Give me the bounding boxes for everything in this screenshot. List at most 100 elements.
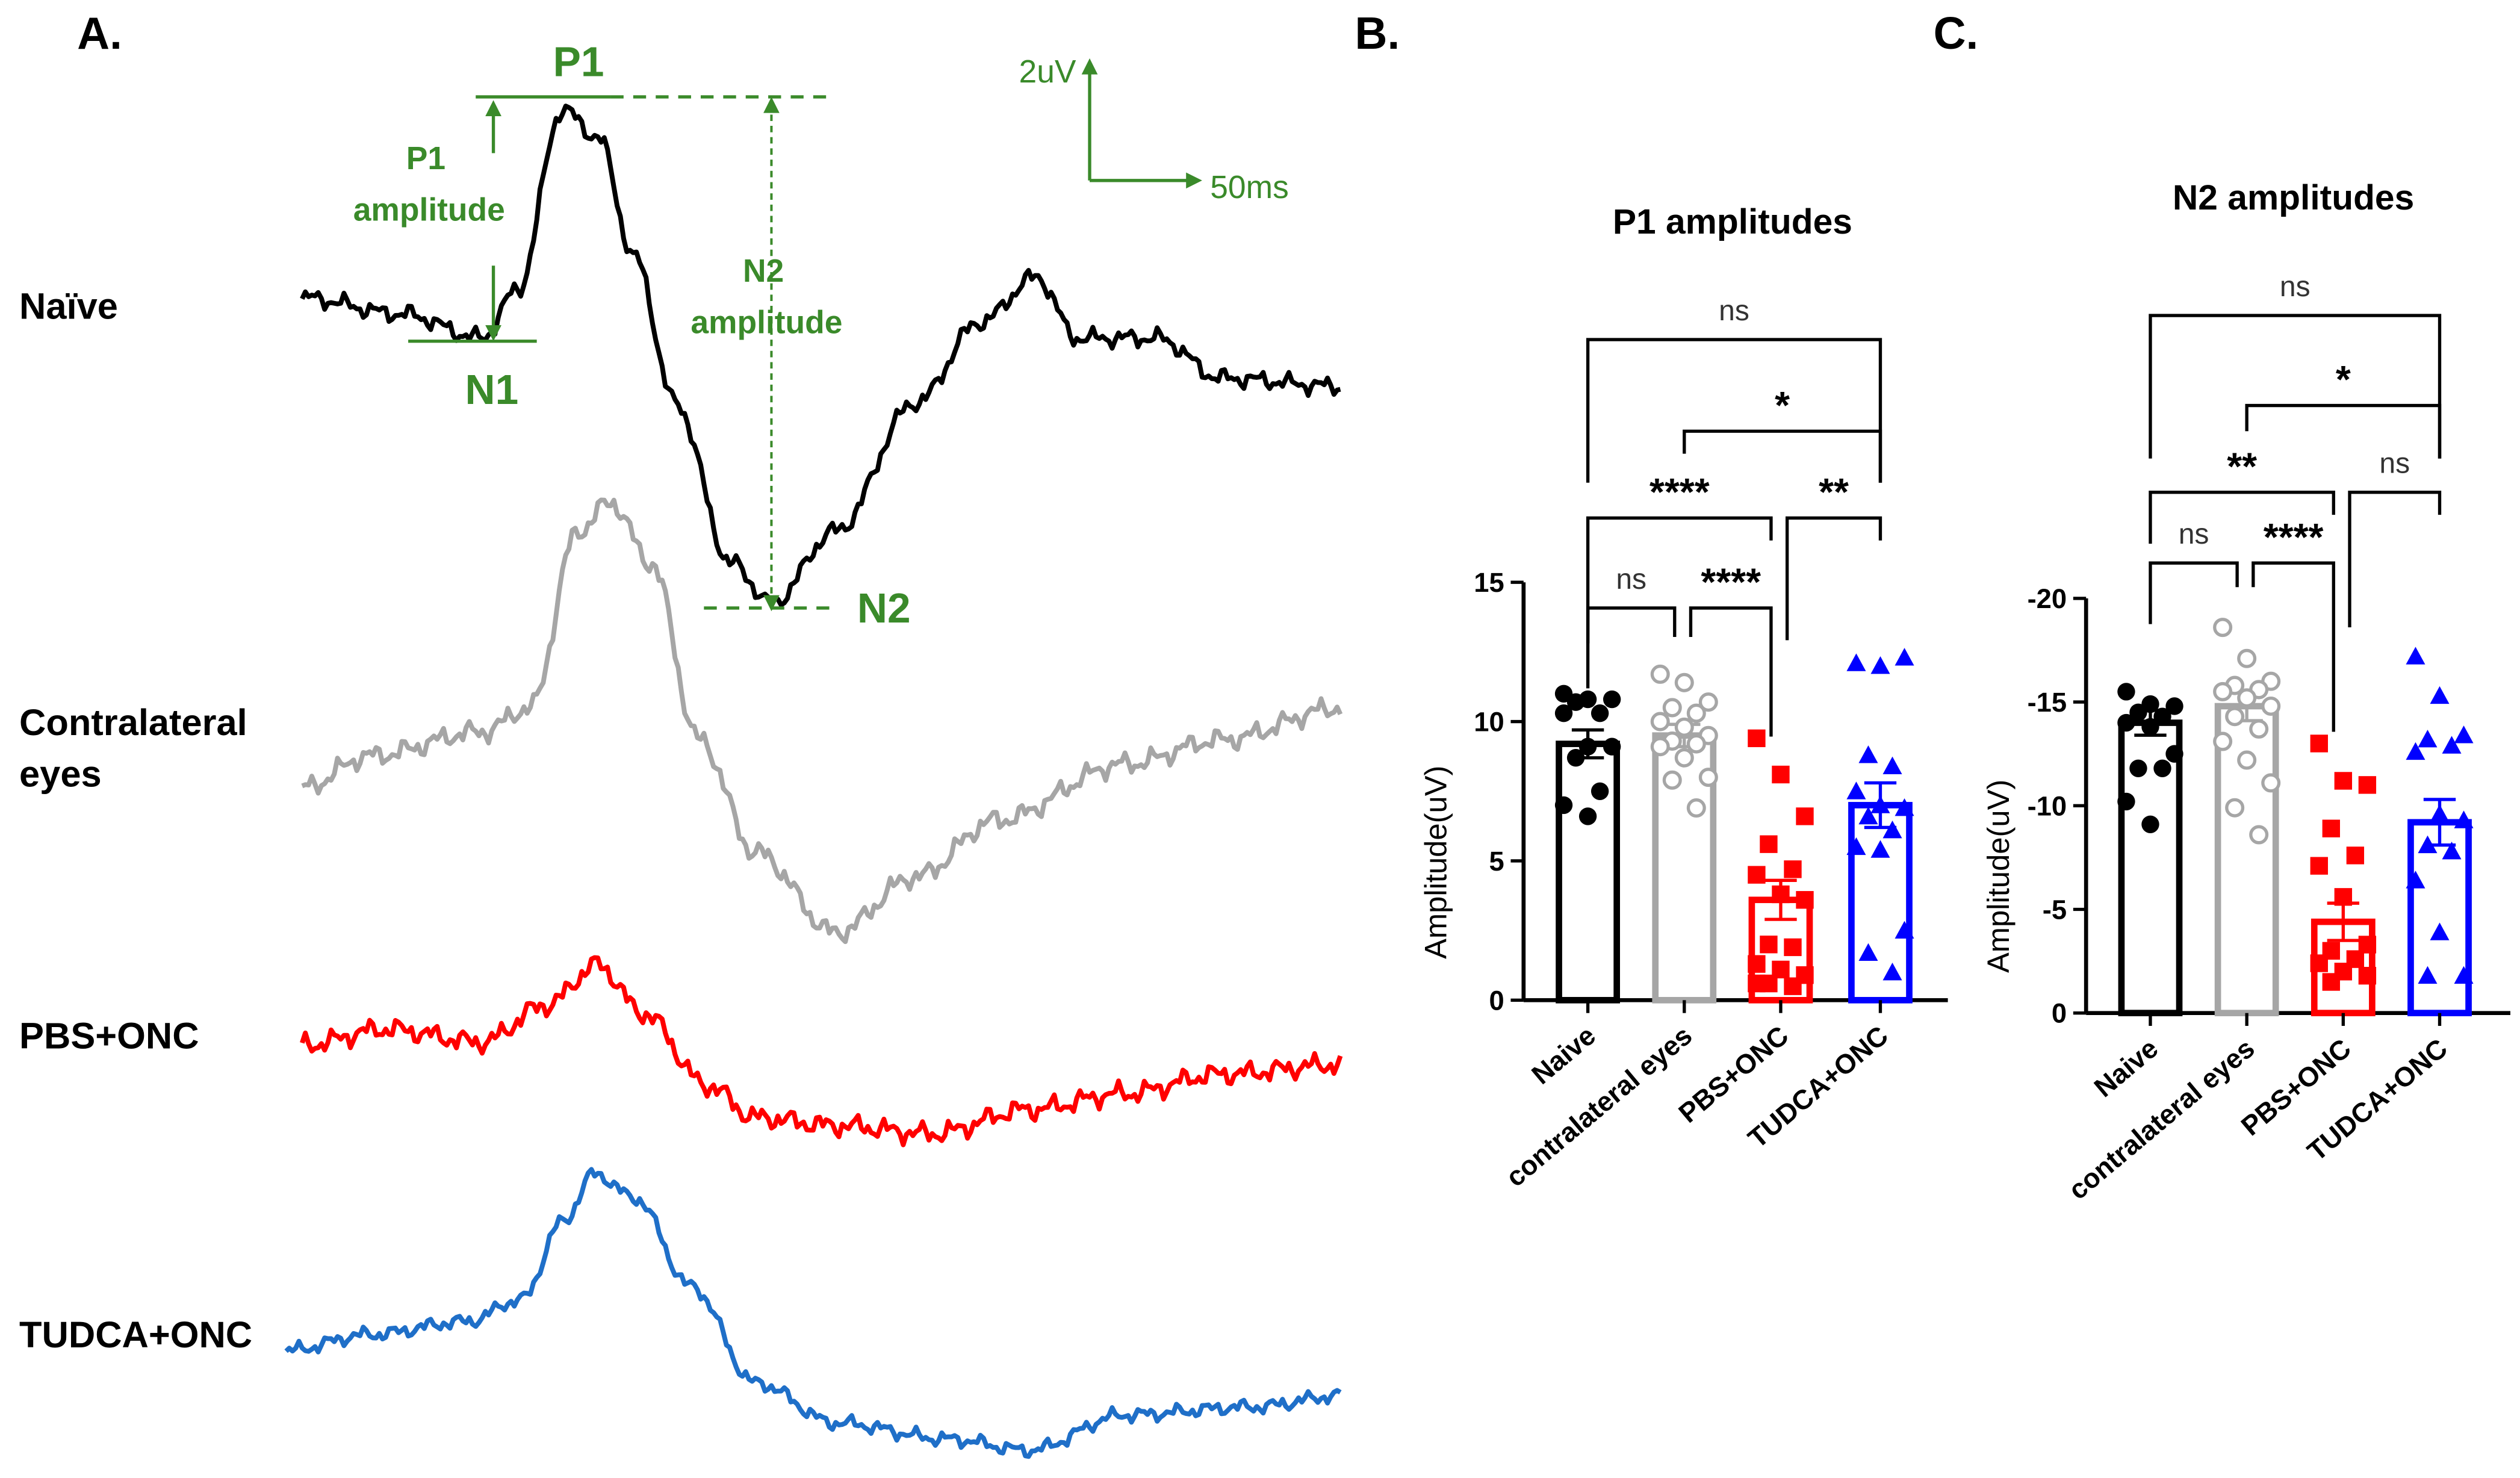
data-point <box>1686 798 1706 818</box>
data-point <box>2334 772 2353 790</box>
significance-bracket <box>2348 491 2442 627</box>
data-point <box>1650 664 1670 684</box>
x-tick-label: Naive <box>2088 1032 2164 1103</box>
significance-label: **** <box>1649 470 1710 514</box>
bar <box>1556 741 1621 1004</box>
n2-label: N2 <box>857 585 911 632</box>
data-point <box>2213 682 2233 701</box>
y-tick-label: 15 <box>1474 567 1504 598</box>
trace-contralateral <box>301 497 1343 945</box>
data-point <box>2454 966 2474 984</box>
data-point <box>1698 768 1718 787</box>
significance-label: ns <box>1616 564 1646 595</box>
data-point <box>2117 792 2135 811</box>
data-point <box>1650 737 1670 757</box>
data-point <box>2153 759 2171 777</box>
data-point <box>1858 806 1878 825</box>
data-point <box>1772 765 1790 784</box>
data-point <box>2261 696 2281 716</box>
data-point <box>2310 954 2328 972</box>
y-tick-label: 5 <box>1489 846 1504 877</box>
annotation-arrowheads <box>485 58 1202 612</box>
bar <box>1848 802 1913 1004</box>
significance-bracket <box>2149 314 2442 459</box>
data-point <box>1748 729 1766 748</box>
data-point <box>2165 745 2183 763</box>
data-point <box>2117 713 2135 732</box>
trace-label-tudca: TUDCA+ONC <box>19 1314 252 1356</box>
data-point <box>2406 742 2425 760</box>
data-point <box>1895 921 1914 939</box>
data-point <box>1870 840 1890 858</box>
data-point <box>2310 734 2328 753</box>
significance-bracket <box>2149 561 2239 624</box>
data-point <box>2141 718 2159 736</box>
data-point <box>1846 837 1866 855</box>
data-point <box>2454 725 2474 744</box>
data-point <box>1772 885 1790 904</box>
trace-label-naive: Naïve <box>19 285 118 327</box>
data-point <box>1784 938 1802 957</box>
data-point <box>1796 891 1814 909</box>
chart-title: P1 amplitudes <box>1613 202 1852 241</box>
data-point <box>1662 770 1682 790</box>
n2-amplitude-label-2: amplitude <box>691 305 842 340</box>
data-point <box>1698 692 1718 712</box>
data-point <box>2406 871 2425 889</box>
data-point <box>2249 719 2269 739</box>
data-point <box>1674 672 1694 692</box>
significance-label: ns <box>1719 295 1749 327</box>
data-point <box>2129 703 2147 722</box>
data-point <box>2117 683 2135 701</box>
data-point <box>2249 825 2269 845</box>
y-tick-label: -20 <box>2028 583 2067 614</box>
p1-amplitude-label-2: amplitude <box>353 193 505 228</box>
data-point <box>1784 977 1802 995</box>
data-point <box>1748 974 1766 993</box>
trace-label-pbs: PBS+ONC <box>19 1015 199 1057</box>
chart-title: N2 amplitudes <box>2173 178 2414 217</box>
significance-bracket <box>1586 338 1882 483</box>
data-point <box>2418 966 2438 984</box>
data-point <box>2153 707 2171 725</box>
data-point <box>1760 835 1778 853</box>
p1-label: P1 <box>553 38 604 85</box>
data-point <box>2213 731 2233 751</box>
y-axis-label: Amplitude(uV) <box>1419 766 1453 959</box>
data-point <box>2225 707 2245 727</box>
data-point <box>2322 973 2340 991</box>
y-tick-label: -5 <box>2043 895 2067 925</box>
significance-label: **** <box>2264 515 2324 559</box>
data-point <box>2310 857 2328 875</box>
significance-label: ** <box>1819 470 1849 514</box>
data-point <box>1674 748 1694 768</box>
data-point <box>1603 690 1621 709</box>
y-tick-label: -10 <box>2028 790 2067 821</box>
data-point <box>1566 693 1585 711</box>
x-tick-label: contralateral eyes <box>2062 1032 2260 1205</box>
data-point <box>1554 796 1573 815</box>
significance-label: ns <box>2179 518 2209 550</box>
data-point <box>1882 963 1902 981</box>
data-point <box>2418 835 2438 854</box>
data-point <box>1566 749 1585 767</box>
scale-time-label: 50ms <box>1210 170 1289 205</box>
data-point <box>2358 967 2377 985</box>
data-point <box>2141 815 2159 833</box>
data-point <box>1882 821 1902 839</box>
data-point <box>1796 807 1814 825</box>
data-point <box>1578 737 1597 756</box>
significance-bracket <box>1683 429 1882 483</box>
data-point <box>1846 653 1866 671</box>
p1-amplitude-chart: P1 amplitudes 0 5 10 15 Amplitude(uV) Naivecon… <box>1419 202 1948 1193</box>
n2-amplitude-chart: N2 amplitudes 0 -5 -10 -15 -20 Amplitude(uV) Na… <box>1981 178 2510 1205</box>
data-point <box>2334 888 2353 906</box>
significance-bracket <box>1586 606 1677 689</box>
data-point <box>2430 804 2450 822</box>
n2-amplitude-label: N2 <box>743 253 784 289</box>
panel-label-a: A. <box>77 8 122 58</box>
trace-pbs <box>300 955 1343 1147</box>
significance-label: ** <box>2227 444 2257 488</box>
data-point <box>2261 773 2281 793</box>
